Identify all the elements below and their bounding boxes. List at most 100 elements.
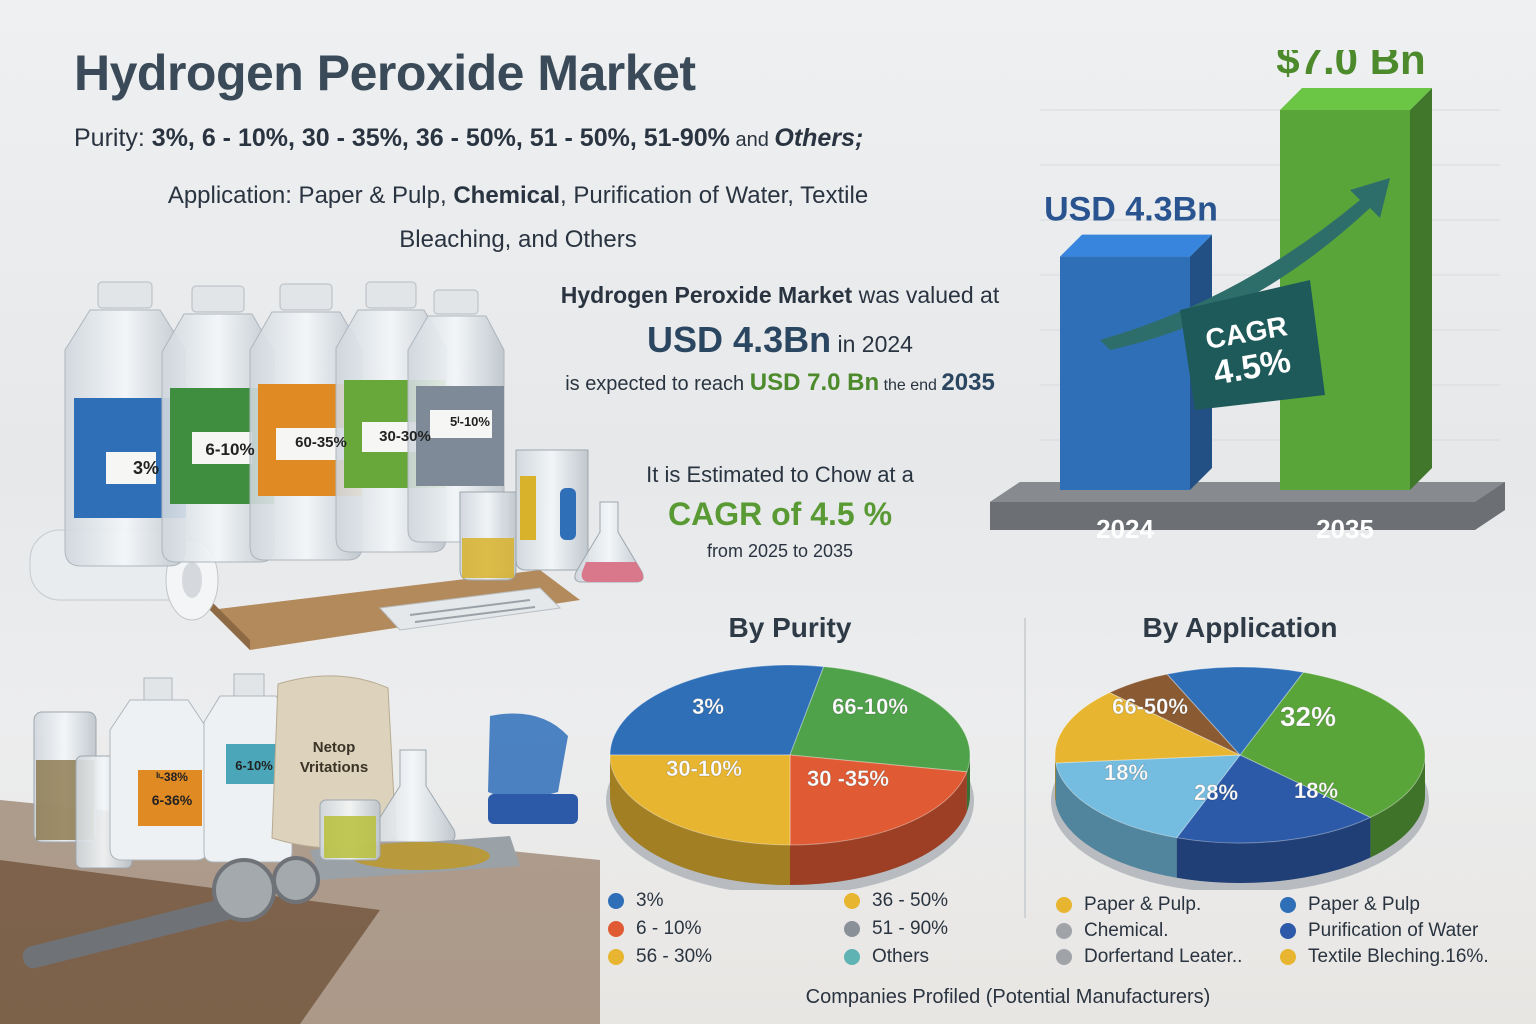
bar-data-label: $7.0 Bn [1276, 50, 1425, 83]
wrench-icon [22, 856, 320, 969]
bar-side [1410, 88, 1432, 490]
legend-label: Paper & Pulp. [1084, 894, 1202, 915]
legend-label: Dorfertand Leater.. [1084, 946, 1243, 967]
bottle-5 [407, 289, 505, 543]
stat-expected-line: is expected to reach USD 7.0 Bn the end … [500, 369, 1060, 397]
legend-swatch [1056, 897, 1072, 913]
cagr-value: CAGR of 4.5 % [667, 496, 893, 532]
pie-slice-label: 18% [1104, 760, 1148, 785]
pie-slice [609, 664, 825, 756]
bottle-6 [109, 677, 209, 861]
pie-slice-label: 18% [1294, 778, 1338, 803]
legend-label: Paper & Pulp [1308, 894, 1420, 915]
legend-swatch [1280, 897, 1296, 913]
bottle-label-2: 6-10% [205, 440, 255, 459]
pie-slice-top [1166, 666, 1305, 756]
application-subtitle: Application: Paper & Pulp, Chemical, Pur… [118, 174, 918, 262]
pie-slice [789, 666, 971, 812]
application-chart-title: By Application [1142, 612, 1338, 643]
flask-icon [574, 501, 644, 583]
legend-item: Dorfertand Leater.. [1056, 946, 1242, 968]
bottles-illustration [29, 281, 644, 650]
legend-item: 56 - 30% [608, 946, 712, 968]
stat-in-year: in 2024 [831, 331, 913, 357]
pie-slice [1166, 666, 1305, 756]
pie-slice-top [789, 666, 971, 773]
bar-top [1060, 234, 1212, 257]
legend-swatch [608, 949, 624, 965]
legend-swatch [844, 921, 860, 937]
stat-market-name: Hydrogen Peroxide Market [560, 282, 853, 308]
page-title: Hydrogen Peroxide Market [74, 45, 696, 101]
legend-swatch [1056, 923, 1072, 939]
stat-the-end: the end [879, 377, 942, 394]
purity-values: 3%, 6 - 10%, 30 - 35%, 36 - 50%, 51 - 50… [151, 124, 730, 152]
purity-and: and [729, 129, 775, 151]
legend-item: Paper & Pulp [1280, 894, 1420, 916]
lower-bottle-label-a2: 6-36% [151, 792, 193, 808]
stat-valued-at: was valued at [852, 282, 1000, 308]
pie-slice-side [610, 755, 790, 885]
pie-slice-top [609, 754, 791, 846]
pie-slice-top [1239, 671, 1426, 818]
bottle-label-4: 30-30% [379, 428, 431, 445]
bottle-label-3: 60-35% [295, 434, 347, 451]
stat-value-2024: USD 4.3Bn [647, 319, 832, 360]
legend-swatch [1280, 949, 1296, 965]
bar-category-label: 2024 [1096, 514, 1154, 544]
stat-end-year: 2035 [941, 369, 995, 396]
purity-legend: 3% 6 - 10% 56 - 30% 36 - 50% 51 - 90% Others [600, 890, 1000, 980]
legend-item: Others [844, 946, 929, 968]
legend-label: 3% [636, 890, 664, 911]
pie-slice-label: 30 -35% [807, 766, 889, 791]
pie-slice-side [1055, 755, 1056, 803]
sack-label: Netop Vritations [299, 739, 369, 776]
pie-slice-top [1054, 692, 1241, 764]
legend-swatch [608, 921, 624, 937]
legend-item: Textile Bleching.16%. [1280, 946, 1489, 968]
pie-slice [609, 754, 791, 885]
beaker-icon [459, 491, 517, 581]
pie-slice-top [1175, 754, 1372, 844]
stat-2024-value-line: USD 4.3Bn in 2024 [500, 319, 1060, 361]
stat-expected-prefix: is expected to reach [565, 373, 750, 395]
cagr-period: from 2025 to 2035 [706, 541, 854, 561]
legend-label: Chemical. [1084, 920, 1169, 941]
legend-swatch [844, 893, 860, 909]
pie-slice [1239, 671, 1426, 858]
bottle-label-5: 5ᴵ-10% [450, 414, 490, 429]
legend-swatch [608, 893, 624, 909]
purity-pie-chart: 3% 66-10% 30 -35% 30-10% [606, 664, 974, 890]
purity-prefix: Purity: [74, 124, 152, 152]
lower-bottle-label-a: ᴵᶦ-38% [156, 770, 188, 784]
purity-others: Others; [774, 124, 864, 152]
stat-valued-line: Hydrogen Peroxide Market was valued at [500, 282, 1060, 309]
legend-label: Others [872, 946, 930, 967]
gravel-tray-icon [310, 799, 520, 880]
market-stats: Hydrogen Peroxide Market was valued at U… [500, 282, 1060, 397]
pie-slice [1054, 692, 1241, 803]
pie-slice-label: 3% [692, 694, 724, 719]
legend-label: 36 - 50% [872, 890, 949, 911]
bar-top [1280, 88, 1432, 110]
legend-label: 6 - 10% [636, 918, 702, 939]
bar-data-label: USD 4.3Bn [1044, 191, 1218, 229]
pie-slice [1055, 754, 1242, 878]
legend-swatch [844, 949, 860, 965]
legend-label: Purification of Water [1308, 920, 1479, 941]
pie-slice-side [1370, 755, 1425, 858]
purity-chart-title: By Purity [728, 612, 852, 643]
legend-item: 6 - 10% [608, 918, 701, 940]
pie-slice-side [790, 771, 967, 885]
pie-slice-top [789, 754, 968, 846]
tall-beaker-icon [515, 449, 589, 571]
pie-slice-label: 30-10% [666, 756, 742, 781]
cagr-arrow [1100, 178, 1390, 350]
pie-slice-top [1108, 673, 1241, 756]
legend-item: 3% [608, 890, 663, 912]
legend-swatch [1056, 949, 1072, 965]
application-rest: , Purification of Water, Textile Bleachi… [399, 182, 869, 253]
lower-bottle-label-b: 6-10% [235, 758, 273, 773]
pie-slice-label: 32% [1280, 701, 1336, 732]
pie-slice [1175, 754, 1372, 883]
